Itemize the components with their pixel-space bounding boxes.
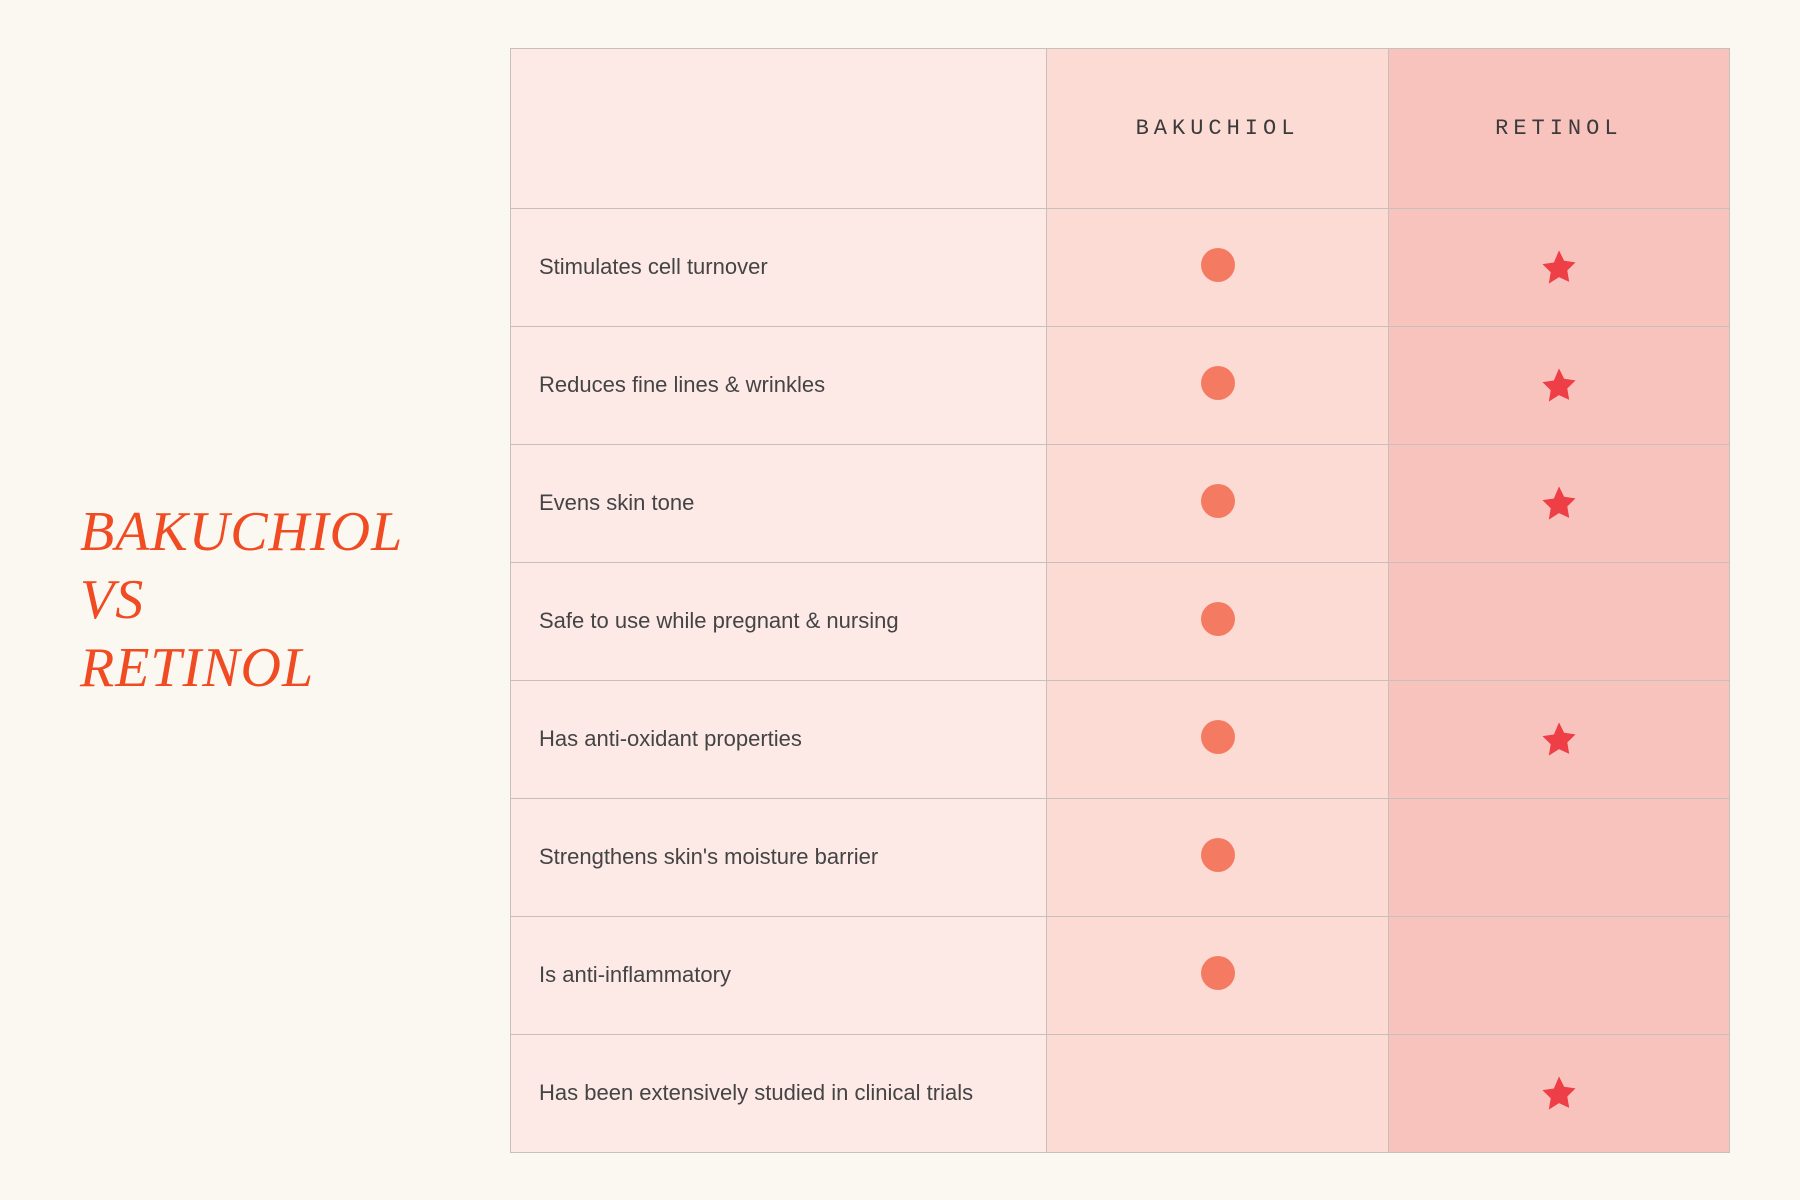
title-line-2: VS bbox=[80, 569, 144, 631]
comparison-table: BAKUCHIOL RETINOL Stimulates cell turnov… bbox=[510, 48, 1730, 1153]
title-line-3: RETINOL bbox=[80, 637, 314, 699]
dot-icon bbox=[1201, 248, 1235, 282]
cell-bakuchiol bbox=[1047, 208, 1388, 326]
star-icon bbox=[1538, 718, 1580, 760]
row-label: Safe to use while pregnant & nursing bbox=[511, 562, 1047, 680]
table-row: Is anti-inflammatory bbox=[511, 916, 1730, 1034]
dot-icon bbox=[1201, 484, 1235, 518]
title-block: BAKUCHIOL VS RETINOL bbox=[60, 498, 510, 703]
cell-retinol bbox=[1388, 208, 1729, 326]
table-header-row: BAKUCHIOL RETINOL bbox=[511, 48, 1730, 208]
cell-retinol bbox=[1388, 798, 1729, 916]
table-row: Has anti-oxidant properties bbox=[511, 680, 1730, 798]
table-row: Strengthens skin's moisture barrier bbox=[511, 798, 1730, 916]
cell-bakuchiol bbox=[1047, 916, 1388, 1034]
dot-icon bbox=[1201, 602, 1235, 636]
header-bakuchiol: BAKUCHIOL bbox=[1047, 48, 1388, 208]
dot-icon bbox=[1201, 838, 1235, 872]
cell-bakuchiol bbox=[1047, 326, 1388, 444]
dot-icon bbox=[1201, 956, 1235, 990]
star-icon bbox=[1538, 482, 1580, 524]
cell-retinol bbox=[1388, 680, 1729, 798]
row-label: Reduces fine lines & wrinkles bbox=[511, 326, 1047, 444]
cell-retinol bbox=[1388, 916, 1729, 1034]
table-row: Safe to use while pregnant & nursing bbox=[511, 562, 1730, 680]
comparison-table-wrap: BAKUCHIOL RETINOL Stimulates cell turnov… bbox=[510, 48, 1730, 1153]
table-row: Stimulates cell turnover bbox=[511, 208, 1730, 326]
dot-icon bbox=[1201, 720, 1235, 754]
table-row: Has been extensively studied in clinical… bbox=[511, 1034, 1730, 1152]
cell-bakuchiol bbox=[1047, 798, 1388, 916]
cell-bakuchiol bbox=[1047, 444, 1388, 562]
table-row: Evens skin tone bbox=[511, 444, 1730, 562]
cell-retinol bbox=[1388, 1034, 1729, 1152]
star-icon bbox=[1538, 364, 1580, 406]
title-line-1: BAKUCHIOL bbox=[80, 501, 403, 563]
cell-bakuchiol bbox=[1047, 562, 1388, 680]
cell-retinol bbox=[1388, 326, 1729, 444]
dot-icon bbox=[1201, 366, 1235, 400]
star-icon bbox=[1538, 246, 1580, 288]
cell-bakuchiol bbox=[1047, 680, 1388, 798]
row-label: Has anti-oxidant properties bbox=[511, 680, 1047, 798]
page-title: BAKUCHIOL VS RETINOL bbox=[80, 498, 490, 703]
star-icon bbox=[1538, 1072, 1580, 1114]
row-label: Has been extensively studied in clinical… bbox=[511, 1034, 1047, 1152]
cell-bakuchiol bbox=[1047, 1034, 1388, 1152]
cell-retinol bbox=[1388, 444, 1729, 562]
row-label: Stimulates cell turnover bbox=[511, 208, 1047, 326]
table-row: Reduces fine lines & wrinkles bbox=[511, 326, 1730, 444]
row-label: Is anti-inflammatory bbox=[511, 916, 1047, 1034]
header-empty bbox=[511, 48, 1047, 208]
row-label: Strengthens skin's moisture barrier bbox=[511, 798, 1047, 916]
row-label: Evens skin tone bbox=[511, 444, 1047, 562]
header-retinol: RETINOL bbox=[1388, 48, 1729, 208]
cell-retinol bbox=[1388, 562, 1729, 680]
